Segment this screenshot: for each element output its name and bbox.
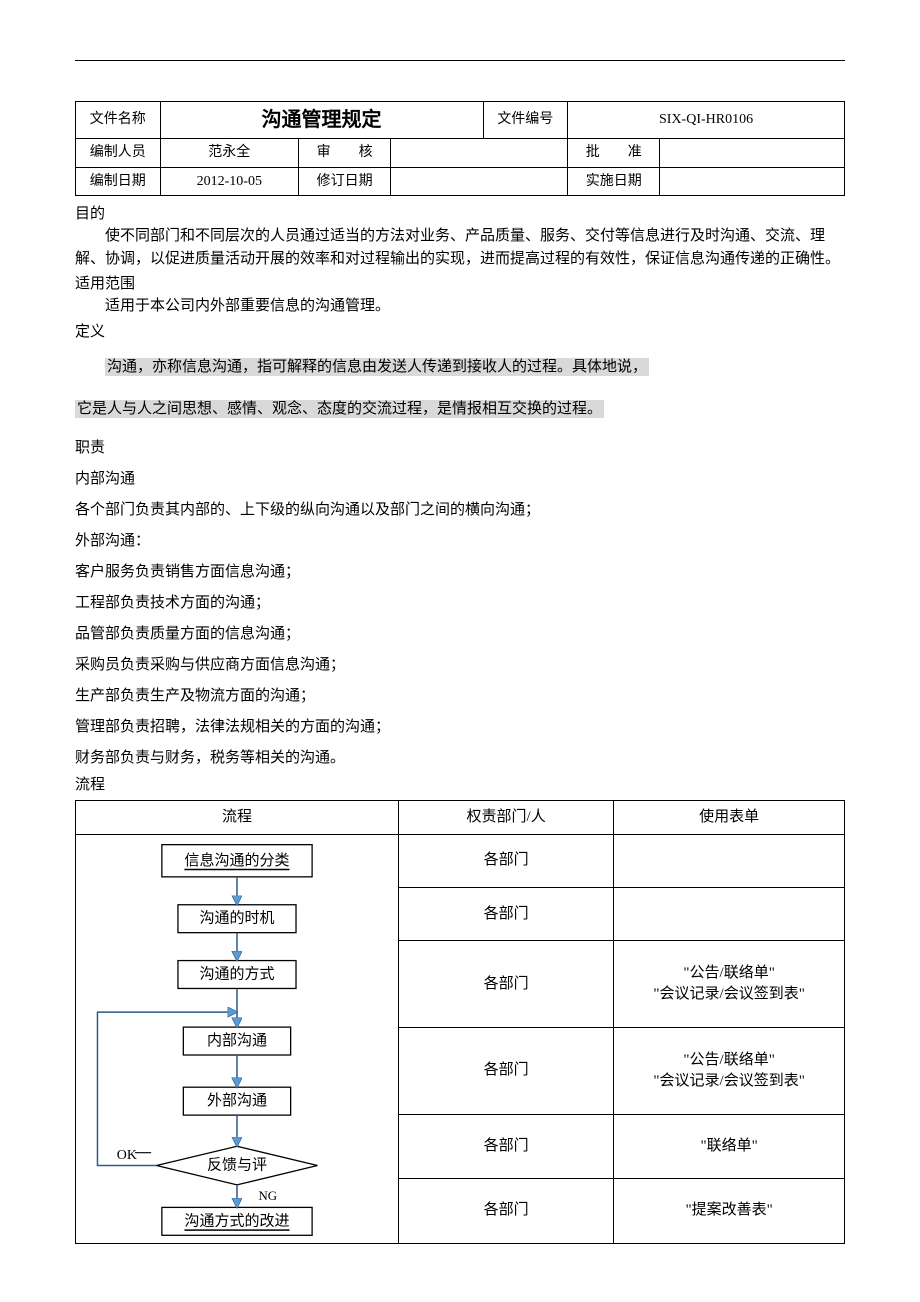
svg-text:外部沟通: 外部沟通 bbox=[207, 1092, 267, 1109]
process-heading: 流程 bbox=[75, 775, 845, 796]
forms-cell bbox=[614, 834, 845, 887]
scope-text: 适用于本公司内外部重要信息的沟通管理。 bbox=[75, 295, 845, 318]
revise-date-label: 修订日期 bbox=[299, 167, 391, 196]
revise-date bbox=[391, 167, 568, 196]
approve-label: 批 准 bbox=[568, 139, 660, 168]
duty-line: 客户服务负责销售方面信息沟通； bbox=[75, 562, 845, 583]
duty-line: 品管部负责质量方面的信息沟通； bbox=[75, 624, 845, 645]
flowchart-cell: 信息沟通的分类沟通的时机沟通的方式内部沟通外部沟通反馈与评沟通方式的改进 NG OK bbox=[76, 834, 399, 1243]
effect-date-label: 实施日期 bbox=[568, 167, 660, 196]
duty-internal-heading: 内部沟通 bbox=[75, 469, 845, 490]
process-col-flow: 流程 bbox=[76, 800, 399, 834]
doc-header-table: 文件名称 沟通管理规定 文件编号 SIX-QI-HR0106 编制人员 范永全 … bbox=[75, 101, 845, 196]
file-no: SIX-QI-HR0106 bbox=[568, 102, 845, 139]
file-no-label: 文件编号 bbox=[483, 102, 568, 139]
duty-line: 生产部负责生产及物流方面的沟通； bbox=[75, 686, 845, 707]
svg-text:沟通的方式: 沟通的方式 bbox=[199, 965, 274, 982]
svg-text:沟通的时机: 沟通的时机 bbox=[199, 909, 274, 926]
author: 范永全 bbox=[160, 139, 298, 168]
duty-internal-text: 各个部门负责其内部的、上下级的纵向沟通以及部门之间的横向沟通； bbox=[75, 500, 845, 521]
duty-line: 采购员负责采购与供应商方面信息沟通； bbox=[75, 655, 845, 676]
process-table: 流程 权责部门/人 使用表单 信息沟通的分类沟通的时机沟通的方式内部沟通外部沟通… bbox=[75, 800, 845, 1244]
forms-cell: "联络单" bbox=[614, 1114, 845, 1178]
purpose-text: 使不同部门和不同层次的人员通过适当的方法对业务、产品质量、服务、交付等信息进行及… bbox=[75, 225, 845, 270]
table-row: 信息沟通的分类沟通的时机沟通的方式内部沟通外部沟通反馈与评沟通方式的改进NGOK… bbox=[76, 834, 845, 887]
dept-cell: 各部门 bbox=[398, 1179, 613, 1243]
author-label: 编制人员 bbox=[76, 139, 161, 168]
dept-cell: 各部门 bbox=[398, 1114, 613, 1178]
process-col-forms: 使用表单 bbox=[614, 800, 845, 834]
definition-line2: 它是人与人之间思想、感情、观念、态度的交流过程，是情报相互交换的过程。 bbox=[75, 400, 604, 418]
forms-cell: "提案改善表" bbox=[614, 1179, 845, 1243]
duty-external-heading: 外部沟通： bbox=[75, 531, 845, 552]
svg-text:沟通方式的改进: 沟通方式的改进 bbox=[184, 1212, 289, 1229]
file-name-label: 文件名称 bbox=[76, 102, 161, 139]
duty-line: 财务部负责与财务，税务等相关的沟通。 bbox=[75, 748, 845, 769]
forms-cell bbox=[614, 888, 845, 941]
svg-text:内部沟通: 内部沟通 bbox=[207, 1032, 267, 1049]
create-date-label: 编制日期 bbox=[76, 167, 161, 196]
dept-cell: 各部门 bbox=[398, 888, 613, 941]
review-label: 审 核 bbox=[299, 139, 391, 168]
doc-title: 沟通管理规定 bbox=[160, 102, 483, 139]
effect-date bbox=[660, 167, 845, 196]
review-value bbox=[391, 139, 568, 168]
dept-cell: 各部门 bbox=[398, 1027, 613, 1114]
duty-line: 工程部负责技术方面的沟通； bbox=[75, 593, 845, 614]
create-date: 2012-10-05 bbox=[160, 167, 298, 196]
definition-line1: 沟通，亦称信息沟通，指可解释的信息由发送人传递到接收人的过程。具体地说， bbox=[105, 358, 649, 376]
definition-heading: 定义 bbox=[75, 322, 845, 343]
duty-heading: 职责 bbox=[75, 438, 845, 459]
svg-text:信息沟通的分类: 信息沟通的分类 bbox=[184, 851, 289, 868]
page-top-rule bbox=[75, 60, 845, 61]
approve-value bbox=[660, 139, 845, 168]
flowchart-svg: 信息沟通的分类沟通的时机沟通的方式内部沟通外部沟通反馈与评沟通方式的改进 NG OK bbox=[76, 835, 398, 1243]
purpose-heading: 目的 bbox=[75, 204, 845, 225]
duty-external-list: 客户服务负责销售方面信息沟通； 工程部负责技术方面的沟通； 品管部负责质量方面的信息… bbox=[75, 562, 845, 769]
svg-text:反馈与评: 反馈与评 bbox=[207, 1156, 267, 1173]
process-col-dept: 权责部门/人 bbox=[398, 800, 613, 834]
forms-cell: "公告/联络单""会议记录/会议签到表" bbox=[614, 1027, 845, 1114]
forms-cell: "公告/联络单""会议记录/会议签到表" bbox=[614, 941, 845, 1028]
duty-line: 管理部负责招聘，法律法规相关的方面的沟通； bbox=[75, 717, 845, 738]
scope-heading: 适用范围 bbox=[75, 274, 845, 295]
dept-cell: 各部门 bbox=[398, 834, 613, 887]
svg-text:NG: NG bbox=[258, 1189, 277, 1203]
dept-cell: 各部门 bbox=[398, 941, 613, 1028]
svg-text:OK: OK bbox=[117, 1148, 137, 1163]
